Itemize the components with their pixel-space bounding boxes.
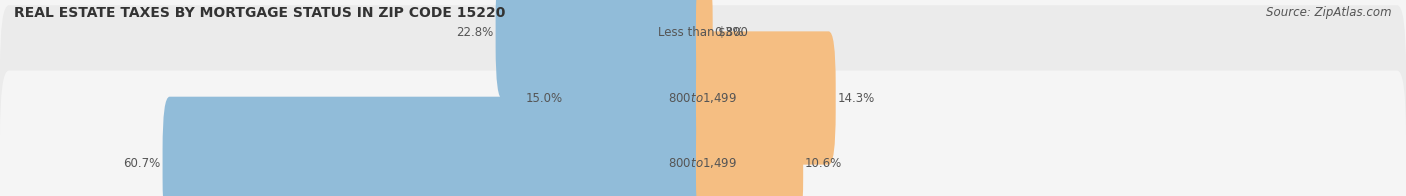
Text: $800 to $1,499: $800 to $1,499 [668, 156, 738, 170]
Text: 10.6%: 10.6% [804, 157, 842, 170]
Text: Less than $800: Less than $800 [658, 26, 748, 39]
FancyBboxPatch shape [0, 0, 1406, 125]
Text: 0.3%: 0.3% [714, 26, 744, 39]
FancyBboxPatch shape [163, 97, 710, 196]
FancyBboxPatch shape [696, 0, 713, 99]
FancyBboxPatch shape [0, 71, 1406, 196]
Text: Source: ZipAtlas.com: Source: ZipAtlas.com [1267, 6, 1392, 19]
Text: $800 to $1,499: $800 to $1,499 [668, 91, 738, 105]
Text: 14.3%: 14.3% [838, 92, 875, 104]
Text: 15.0%: 15.0% [526, 92, 562, 104]
FancyBboxPatch shape [496, 0, 710, 99]
FancyBboxPatch shape [696, 31, 835, 165]
Text: 60.7%: 60.7% [124, 157, 160, 170]
FancyBboxPatch shape [696, 97, 803, 196]
FancyBboxPatch shape [564, 31, 710, 165]
Text: REAL ESTATE TAXES BY MORTGAGE STATUS IN ZIP CODE 15220: REAL ESTATE TAXES BY MORTGAGE STATUS IN … [14, 6, 505, 20]
FancyBboxPatch shape [0, 5, 1406, 191]
Text: 22.8%: 22.8% [457, 26, 494, 39]
